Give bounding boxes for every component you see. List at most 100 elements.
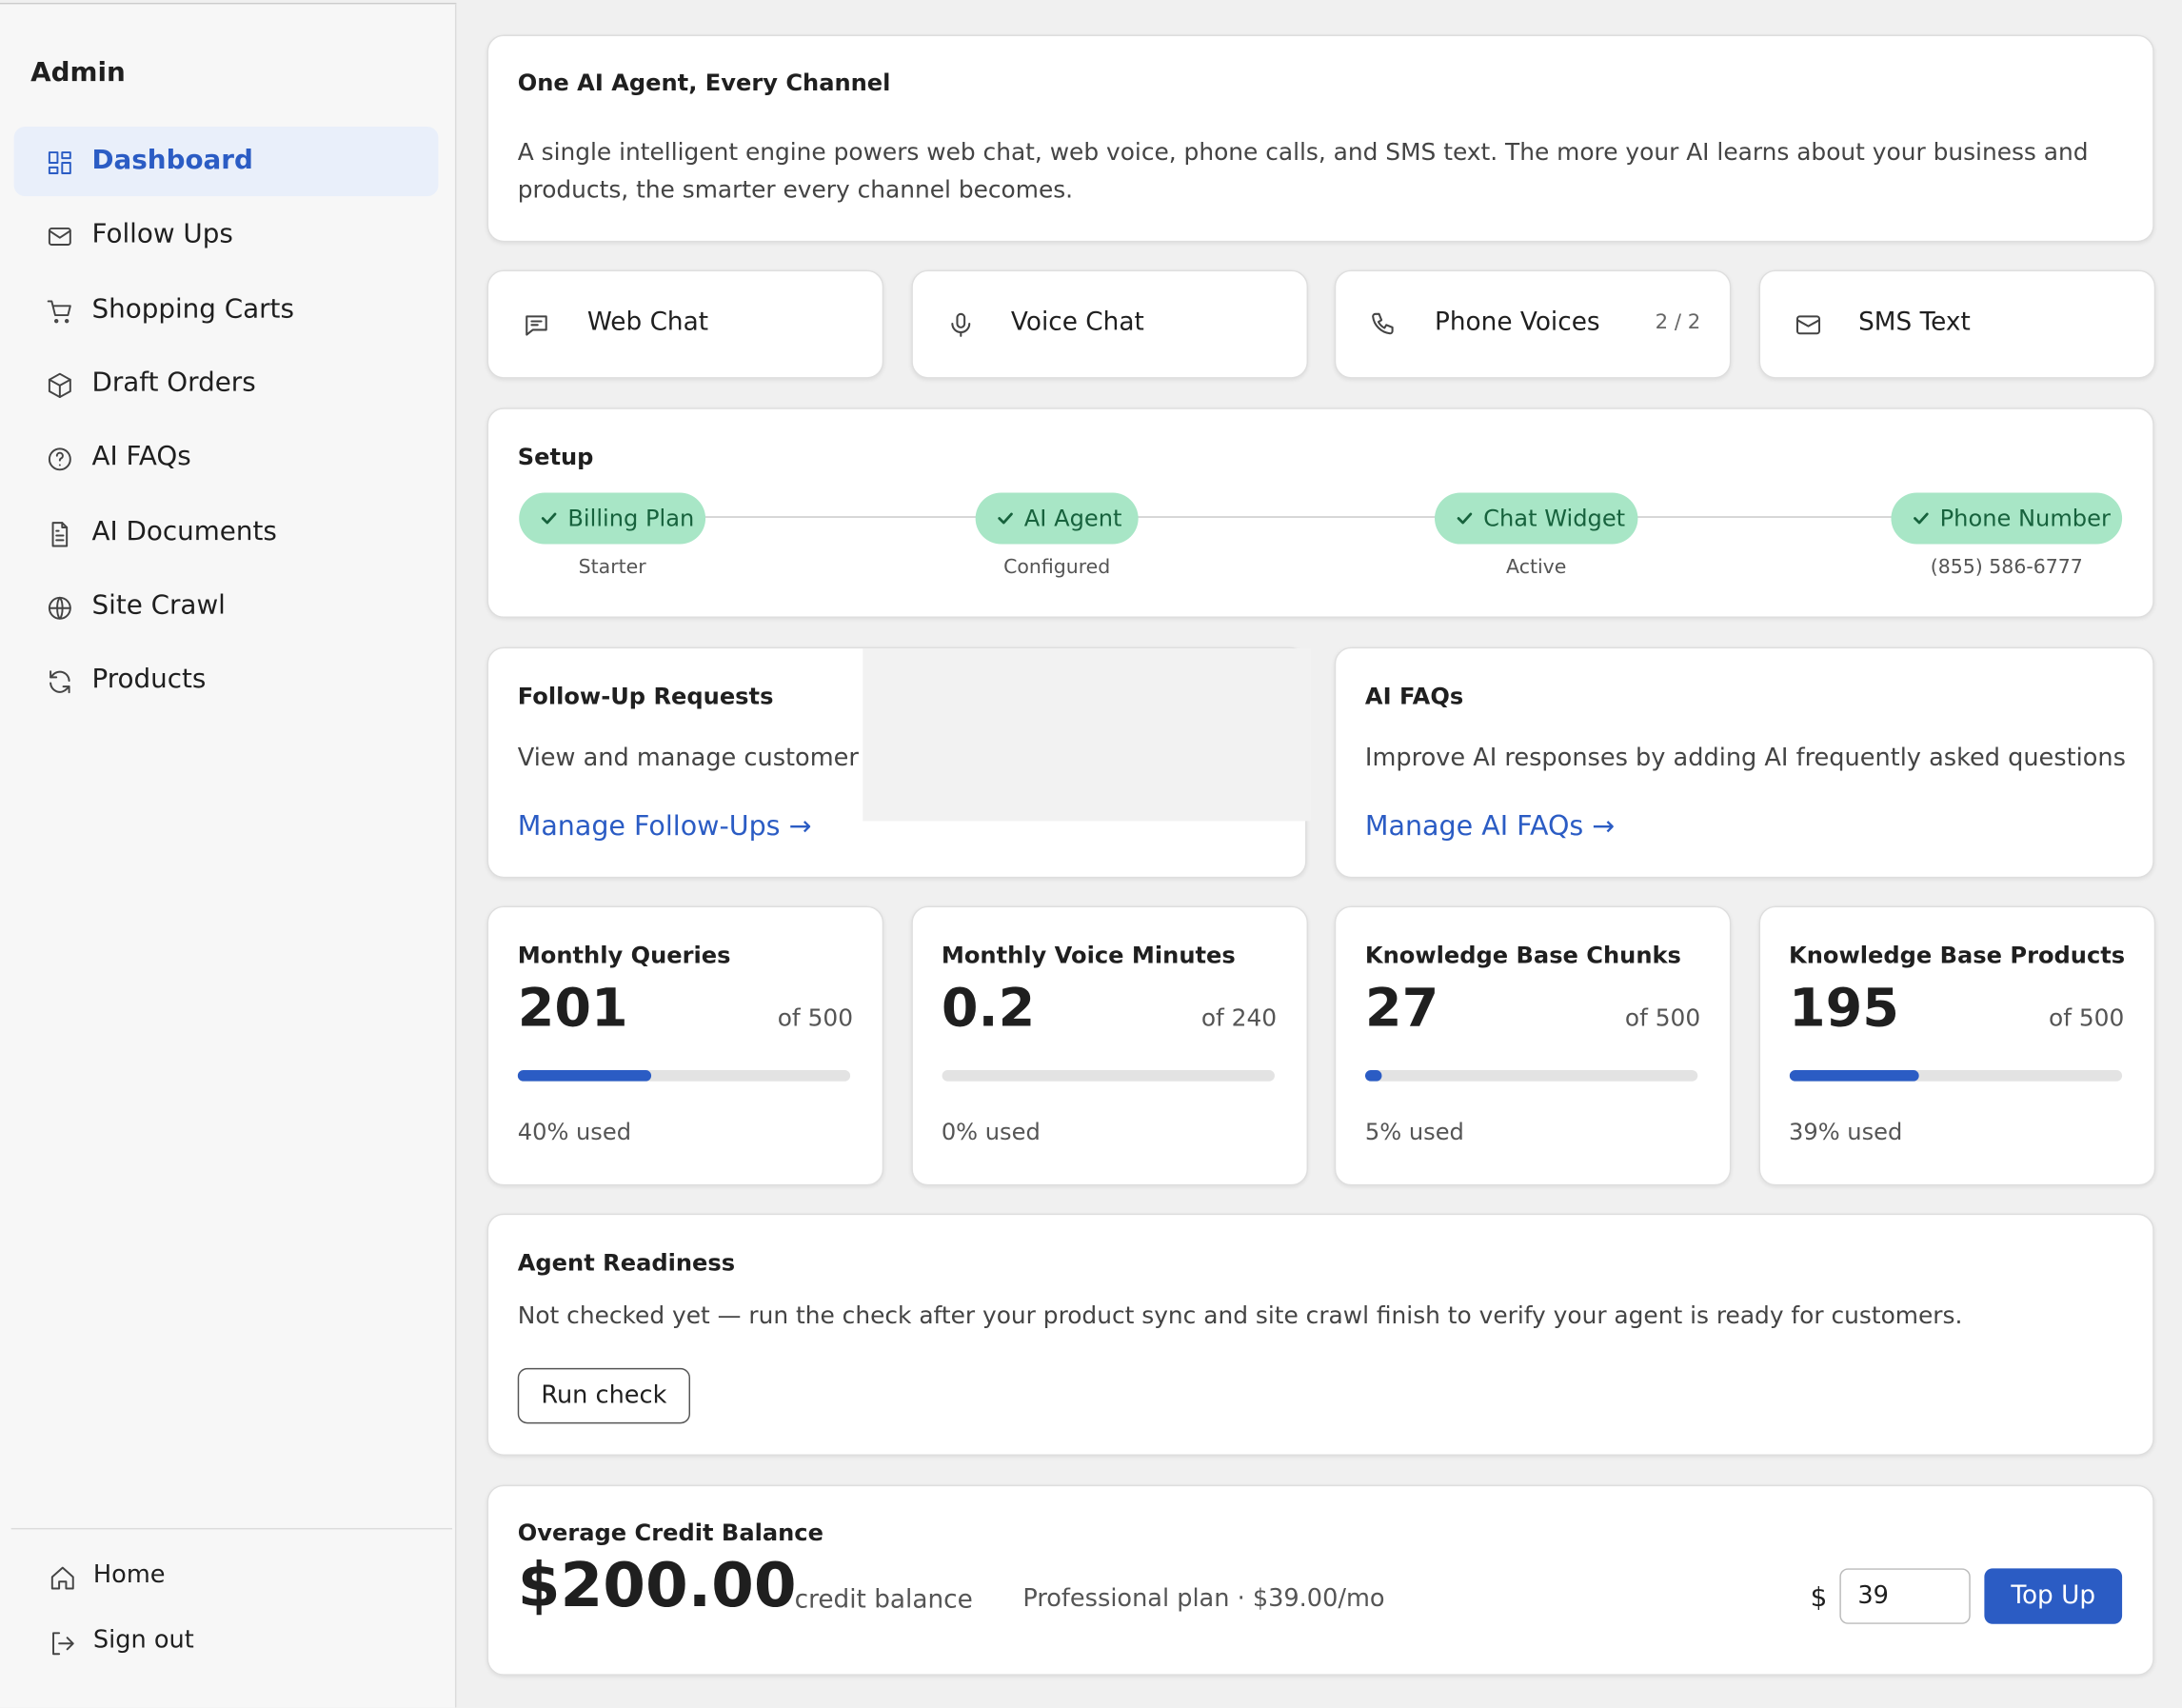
- amount-input[interactable]: 39: [1839, 1568, 1971, 1624]
- metric-title: Monthly Queries: [517, 942, 731, 969]
- nav-item[interactable]: Draft Orders: [91, 367, 256, 398]
- step-status: Active: [1506, 556, 1567, 580]
- card-text: View and manage customer f: [517, 745, 876, 773]
- card-title: AI FAQs: [1364, 683, 1464, 710]
- step-status: (855) 586-6777: [1930, 556, 2083, 580]
- metric-title: Knowledge Base Chunks: [1364, 942, 1681, 969]
- credit-card: Overage Credit Balance $200.00 credit bala…: [486, 1484, 2154, 1676]
- step-line: [571, 516, 2075, 518]
- channel-card[interactable]: SMS Text: [1757, 269, 2155, 379]
- icon: [50, 670, 70, 694]
- icon: [1914, 512, 1929, 525]
- metric-percent: 39% used: [1789, 1119, 1903, 1145]
- nav-item[interactable]: Shopping Carts: [91, 292, 294, 324]
- card-link[interactable]: Manage Follow-Ups →: [517, 809, 812, 843]
- metric-max: of 500: [2048, 1004, 2125, 1033]
- step-label: AI Agent: [1023, 505, 1122, 532]
- icon: [1795, 315, 1820, 335]
- step-pill: Chat Widget: [1435, 492, 1638, 545]
- progress-bar: [517, 1070, 651, 1082]
- metric-max: of 500: [1624, 1004, 1701, 1033]
- icon: [50, 1566, 74, 1590]
- nav-item[interactable]: Products: [91, 664, 207, 695]
- step-pill: Phone Number: [1891, 492, 2123, 545]
- card-title: Agent Readiness: [517, 1249, 736, 1277]
- channel-count: 2 / 2: [1655, 311, 1701, 334]
- currency: $: [1810, 1581, 1828, 1614]
- icon: [48, 596, 71, 620]
- metric-percent: 40% used: [517, 1119, 632, 1145]
- icon: [541, 512, 557, 525]
- progress-bar: [1789, 1070, 1919, 1082]
- card-title: Overage Credit Balance: [517, 1519, 823, 1546]
- metric-value: 201: [517, 977, 628, 1039]
- plan-text: Professional plan · $39.00/mo: [1022, 1584, 1385, 1614]
- nav-item[interactable]: Follow Ups: [91, 218, 233, 250]
- channel-label: Voice Chat: [1010, 308, 1144, 337]
- metric-card: Monthly Voice Minutes 0.2 of 240 0% used: [910, 905, 1308, 1186]
- icon: [47, 299, 71, 323]
- nav-item[interactable]: AI Documents: [91, 515, 277, 546]
- icon: [48, 151, 71, 174]
- icon: [1457, 512, 1473, 525]
- step-label: Phone Number: [1939, 505, 2111, 532]
- card-link[interactable]: Manage AI FAQs →: [1364, 809, 1616, 843]
- intro-card: One AI Agent, Every Channel A single inte…: [486, 34, 2154, 243]
- channel-label: Phone Voices: [1435, 308, 1600, 337]
- sidebar-title: Admin: [30, 56, 126, 89]
- progress-track: [1789, 1070, 2122, 1082]
- channel-card[interactable]: Web Chat: [486, 269, 884, 379]
- card-title: Follow-Up Requests: [517, 683, 774, 710]
- step-status: Configured: [1003, 556, 1111, 580]
- button[interactable]: Top Up: [1984, 1568, 2123, 1624]
- nav-item[interactable]: Dashboard: [91, 145, 253, 176]
- credit-amount: $200.00: [517, 1550, 797, 1621]
- step-label: Billing Plan: [567, 505, 695, 532]
- icon: [52, 1632, 74, 1656]
- nav-item[interactable]: AI FAQs: [91, 441, 191, 472]
- metric-title: Monthly Voice Minutes: [941, 942, 1236, 969]
- overlay: [863, 648, 1311, 822]
- readiness-card: Agent Readiness Not checked yet — run the…: [486, 1213, 2154, 1456]
- icon: [950, 312, 970, 337]
- button[interactable]: Run check: [517, 1367, 691, 1424]
- card-text: Not checked yet — run the check after yo…: [517, 1302, 1963, 1331]
- link-card: AI FAQs Improve AI responses by adding AI…: [1334, 646, 2154, 879]
- setup-card: Setup Billing Plan Starter AI Agent Configur…: [486, 407, 2154, 618]
- icon: [1372, 312, 1394, 335]
- metric-value: 27: [1364, 977, 1439, 1039]
- metric-percent: 5% used: [1364, 1119, 1464, 1145]
- metric-value: 195: [1789, 977, 1899, 1039]
- icon: [48, 372, 71, 398]
- card-title: Setup: [517, 444, 594, 471]
- icon: [526, 315, 547, 336]
- metric-max: of 240: [1200, 1004, 1278, 1033]
- footer-item[interactable]: Home: [92, 1561, 166, 1590]
- metric-card: Knowledge Base Products 195 of 500 39% used: [1757, 905, 2155, 1186]
- card-title: One AI Agent, Every Channel: [517, 70, 891, 96]
- icon: [48, 447, 71, 471]
- icon: [51, 521, 69, 546]
- progress-track: [517, 1070, 851, 1082]
- link-card: Follow-Up Requests View and manage custom…: [486, 646, 1307, 879]
- sidebar: Admin Dashboard Follow Ups Shopping Carts D…: [0, 2, 457, 1708]
- footer-item[interactable]: Sign out: [92, 1626, 194, 1655]
- metric-card: Knowledge Base Chunks 27 of 500 5% used: [1334, 905, 1732, 1186]
- channel-card[interactable]: Voice Chat: [910, 269, 1308, 379]
- metric-title: Knowledge Base Products: [1789, 942, 2126, 969]
- channel-card[interactable]: Phone Voices 2 / 2: [1334, 269, 1732, 379]
- progress-track: [1364, 1070, 1698, 1082]
- nav-item[interactable]: Site Crawl: [91, 589, 226, 621]
- step-pill: Billing Plan: [519, 492, 706, 545]
- channel-label: SMS Text: [1858, 308, 1971, 337]
- metric-card: Monthly Queries 201 of 500 40% used: [486, 905, 884, 1186]
- step-pill: AI Agent: [975, 492, 1139, 545]
- card-text: A single intelligent engine powers web c…: [517, 139, 2089, 205]
- active-bg: [13, 127, 439, 197]
- channel-label: Web Chat: [586, 308, 709, 337]
- progress-bar: [1364, 1070, 1382, 1082]
- step-label: Chat Widget: [1483, 505, 1626, 532]
- metric-max: of 500: [777, 1004, 854, 1033]
- card-text: Improve AI responses by adding AI freque…: [1364, 745, 2126, 773]
